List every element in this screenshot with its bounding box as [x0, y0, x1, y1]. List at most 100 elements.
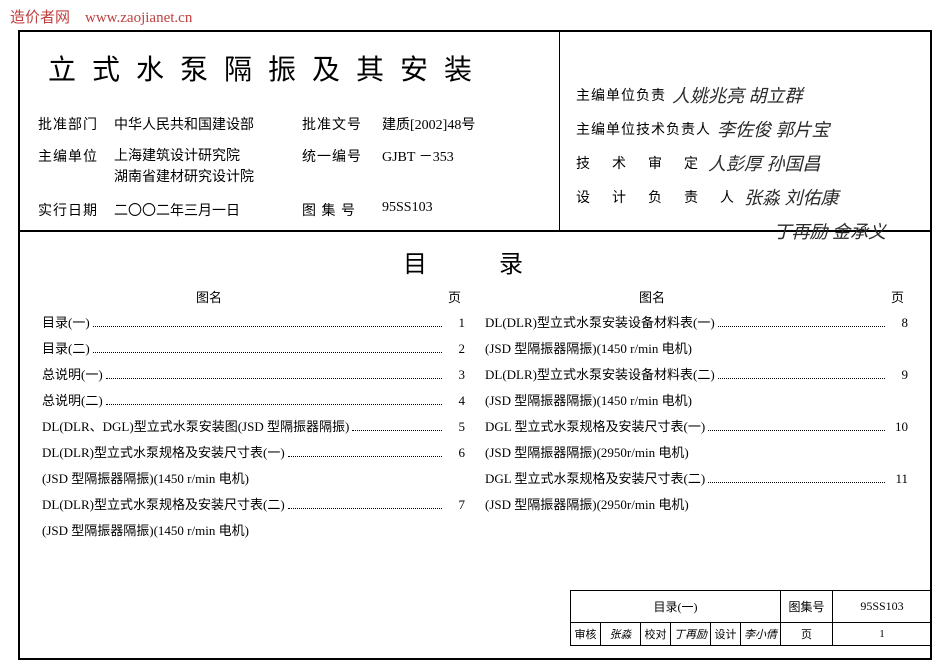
- toc-entry-page: 9: [888, 367, 908, 383]
- toc-entry-name: DL(DLR)型立式水泵安装设备材料表(二): [485, 364, 715, 383]
- header-block: 立式水泵隔振及其安装 批准部门 中华人民共和国建设部 批准文号 建质[2002]…: [20, 32, 930, 232]
- toc-entry-page: 1: [445, 315, 465, 331]
- unified-no-label: 统一编号: [302, 146, 374, 166]
- footer-proof-val: 丁再励: [671, 623, 711, 645]
- editor-unit-label: 主编单位: [38, 146, 106, 166]
- toc-dots: [352, 430, 442, 431]
- footer-atlas-label: 图集号: [781, 591, 833, 622]
- unified-no-value: GJBT －353: [382, 146, 532, 166]
- sig2-label: 主编单位技术负责人: [576, 119, 711, 139]
- toc-right-head: 图名 页: [485, 287, 908, 306]
- watermark-text: 造价者网 www.zaojianet.cn: [10, 6, 192, 27]
- toc-entry-name: 目录(二): [42, 338, 90, 357]
- toc-columns: 图名 页 目录(一) 1 目录(二) 2 总说明(一) 3 总说明(二) 4 DL(DLR、DG…: [42, 287, 908, 546]
- toc-subline: (JSD 型隔振器隔振)(2950r/min 电机): [485, 442, 908, 461]
- toc-entry-page: 2: [445, 341, 465, 357]
- header-left-panel: 立式水泵隔振及其安装 批准部门 中华人民共和国建设部 批准文号 建质[2002]…: [20, 32, 560, 230]
- toc-entry-page: 4: [445, 393, 465, 409]
- toc-entry-name: 总说明(一): [42, 364, 103, 383]
- effective-date-value: 二〇〇二年三月一日: [114, 200, 294, 220]
- toc-entry-name: 目录(一): [42, 312, 90, 331]
- toc-dots: [288, 456, 442, 457]
- approval-doc-value: 建质[2002]48号: [382, 114, 532, 134]
- sig3-value: 人彭厚 孙国昌: [708, 150, 821, 176]
- toc-dots: [93, 326, 442, 327]
- atlas-no-value: 95SS103: [382, 200, 532, 216]
- toc-row: DGL 型立式水泵规格及安装尺寸表(二) 11: [485, 468, 908, 487]
- toc-subline: (JSD 型隔振器隔振)(1450 r/min 电机): [42, 468, 465, 487]
- sig1-label: 主编单位负责: [576, 85, 666, 105]
- toc-row: DL(DLR)型立式水泵规格及安装尺寸表(二) 7: [42, 494, 465, 513]
- sig2-value: 李佐俊 郭片宝: [717, 116, 830, 142]
- toc-row: DL(DLR)型立式水泵安装设备材料表(二) 9: [485, 364, 908, 383]
- toc-entry-name: DL(DLR)型立式水泵安装设备材料表(一): [485, 312, 715, 331]
- footer-page-label: 页: [781, 623, 833, 645]
- sig4-label: 设 计 负 责 人: [576, 187, 738, 207]
- footer-design-label: 设计: [711, 623, 741, 645]
- footer-page-name: 目录(一): [571, 591, 781, 622]
- toc-entry-page: 3: [445, 367, 465, 383]
- footer-atlas-no: 95SS103: [833, 591, 931, 622]
- toc-row: DL(DLR)型立式水泵规格及安装尺寸表(一) 6: [42, 442, 465, 461]
- toc-head-name: 图名: [196, 287, 222, 306]
- toc-entry-page: 10: [888, 419, 908, 435]
- toc-row: DGL 型立式水泵规格及安装尺寸表(一) 10: [485, 416, 908, 435]
- toc-row: 总说明(一) 3: [42, 364, 465, 383]
- toc-head-page: 页: [891, 287, 904, 306]
- header-info-grid: 批准部门 中华人民共和国建设部 批准文号 建质[2002]48号 主编单位 上海…: [38, 114, 541, 220]
- toc-head-name: 图名: [639, 287, 665, 306]
- toc-right-column: 图名 页 DL(DLR)型立式水泵安装设备材料表(一) 8 (JSD 型隔振器隔振)…: [485, 287, 908, 546]
- toc-left-column: 图名 页 目录(一) 1 目录(二) 2 总说明(一) 3 总说明(二) 4 DL(DLR、DG…: [42, 287, 465, 546]
- toc-row: DL(DLR、DGL)型立式水泵安装图(JSD 型隔振器隔振) 5: [42, 416, 465, 435]
- toc-entry-name: DL(DLR、DGL)型立式水泵安装图(JSD 型隔振器隔振): [42, 416, 349, 435]
- toc-dots: [93, 352, 442, 353]
- toc-dots: [708, 482, 885, 483]
- toc-subline: (JSD 型隔振器隔振)(1450 r/min 电机): [485, 338, 908, 357]
- editor-unit-value: 上海建筑设计研究院 湖南省建材研究设计院: [114, 146, 294, 188]
- toc-head-page: 页: [448, 287, 461, 306]
- toc-entry-name: DGL 型立式水泵规格及安装尺寸表(一): [485, 416, 705, 435]
- approval-dept-label: 批准部门: [38, 114, 106, 134]
- toc-entry-name: DGL 型立式水泵规格及安装尺寸表(二): [485, 468, 705, 487]
- toc-row: DL(DLR)型立式水泵安装设备材料表(一) 8: [485, 312, 908, 331]
- toc-entry-page: 6: [445, 445, 465, 461]
- footer-review-val: 张淼: [601, 623, 641, 645]
- toc-entry-name: 总说明(二): [42, 390, 103, 409]
- toc-dots: [718, 378, 885, 379]
- toc-subline: (JSD 型隔振器隔振)(1450 r/min 电机): [485, 390, 908, 409]
- toc-body: 目 录 图名 页 目录(一) 1 目录(二) 2 总说明(一) 3 总说明(二) 4 DL(DL…: [20, 232, 930, 644]
- toc-entry-page: 8: [888, 315, 908, 331]
- sig1-value: 人姚兆亮 胡立群: [672, 82, 803, 108]
- approval-dept-value: 中华人民共和国建设部: [114, 114, 294, 134]
- document-title: 立式水泵隔振及其安装: [48, 48, 541, 88]
- toc-row: 总说明(二) 4: [42, 390, 465, 409]
- footer-proof-label: 校对: [641, 623, 671, 645]
- toc-entry-page: 11: [888, 471, 908, 487]
- toc-subline: (JSD 型隔振器隔振)(2950r/min 电机): [485, 494, 908, 513]
- footer-page-no: 1: [833, 623, 931, 645]
- sig3-label: 技 术 审 定: [576, 153, 702, 173]
- footer-review-label: 审核: [571, 623, 601, 645]
- toc-entry-name: DL(DLR)型立式水泵规格及安装尺寸表(一): [42, 442, 285, 461]
- toc-entry-page: 5: [445, 419, 465, 435]
- header-right-panel: 主编单位负责人姚兆亮 胡立群 主编单位技术负责人李佐俊 郭片宝 技 术 审 定人…: [560, 32, 930, 230]
- footer-design-val: 李小倩: [741, 623, 781, 645]
- approval-doc-label: 批准文号: [302, 114, 374, 134]
- toc-left-head: 图名 页: [42, 287, 465, 306]
- toc-entry-page: 7: [445, 497, 465, 513]
- toc-dots: [106, 378, 442, 379]
- toc-dots: [106, 404, 442, 405]
- toc-dots: [718, 326, 885, 327]
- toc-row: 目录(一) 1: [42, 312, 465, 331]
- toc-dots: [288, 508, 442, 509]
- atlas-no-label: 图 集 号: [302, 200, 374, 220]
- sig4-value: 张淼 刘佑康: [744, 184, 839, 210]
- toc-dots: [708, 430, 885, 431]
- toc-row: 目录(二) 2: [42, 338, 465, 357]
- toc-title: 目 录: [42, 244, 908, 279]
- document-frame: 立式水泵隔振及其安装 批准部门 中华人民共和国建设部 批准文号 建质[2002]…: [18, 30, 932, 660]
- toc-subline: (JSD 型隔振器隔振)(1450 r/min 电机): [42, 520, 465, 539]
- effective-date-label: 实行日期: [38, 200, 106, 220]
- toc-entry-name: DL(DLR)型立式水泵规格及安装尺寸表(二): [42, 494, 285, 513]
- footer-titleblock: 目录(一) 图集号 95SS103 审核 张淼 校对 丁再励 设计 李小倩 页 …: [570, 590, 932, 646]
